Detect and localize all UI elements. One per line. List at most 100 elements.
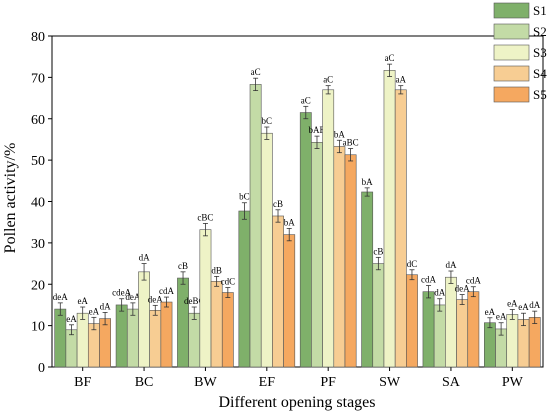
bar-S3-PF bbox=[322, 89, 335, 368]
bar-S2-BC bbox=[126, 308, 139, 368]
significance-label: cBC bbox=[197, 212, 213, 222]
legend-label: S5 bbox=[533, 87, 547, 102]
x-tick-label: SW bbox=[379, 375, 401, 390]
significance-label: bC bbox=[239, 192, 250, 202]
bar-S5-SA bbox=[467, 291, 480, 368]
significance-label: aBC bbox=[343, 138, 359, 148]
legend-label: S2 bbox=[533, 24, 547, 39]
bar-S4-SW bbox=[394, 89, 407, 368]
bar-S2-EF bbox=[249, 84, 262, 368]
bar-S2-BF bbox=[65, 329, 78, 368]
bar-S5-EF bbox=[283, 234, 296, 368]
significance-label: cB bbox=[178, 261, 188, 271]
significance-label: dA bbox=[100, 301, 112, 311]
significance-label: eA bbox=[77, 296, 88, 306]
significance-label: deBC bbox=[184, 296, 205, 306]
significance-label: aC bbox=[301, 95, 311, 105]
significance-label: cdA bbox=[159, 286, 174, 296]
bar-S3-EF bbox=[260, 132, 273, 368]
significance-label: aC bbox=[323, 75, 333, 85]
significance-label: eA bbox=[89, 306, 100, 316]
significance-label: eA bbox=[496, 312, 507, 322]
y-tick-label: 60 bbox=[31, 113, 45, 128]
significance-label: aC bbox=[251, 67, 261, 77]
x-tick-label: PF bbox=[320, 375, 336, 390]
significance-label: cdeA bbox=[112, 288, 131, 298]
significance-label: eA bbox=[66, 314, 77, 324]
bar-S3-SW bbox=[383, 70, 396, 368]
legend-swatch-S5 bbox=[493, 86, 530, 103]
legend: S1 S2 S3 S4 S5 bbox=[493, 2, 547, 103]
bar-S2-PF bbox=[311, 142, 323, 368]
significance-label: dA bbox=[139, 253, 151, 263]
x-tick-label: BF bbox=[74, 375, 91, 390]
significance-label: aC bbox=[385, 53, 395, 63]
significance-label: deA bbox=[455, 284, 470, 294]
x-tick-label: PW bbox=[502, 375, 524, 390]
bar-S3-PW bbox=[506, 314, 519, 368]
bar-S3-BW bbox=[199, 229, 212, 368]
bar-S4-PF bbox=[333, 146, 346, 368]
x-tick-label: EF bbox=[259, 375, 276, 390]
bar-S5-BW bbox=[221, 292, 234, 368]
bar-S5-BC bbox=[160, 301, 173, 368]
bar-S5-BF bbox=[99, 318, 111, 368]
significance-label: cB bbox=[373, 246, 383, 256]
legend-swatch-S3 bbox=[493, 44, 530, 61]
legend-label: S3 bbox=[533, 45, 547, 60]
significance-label: dA bbox=[445, 260, 457, 270]
significance-label: dB bbox=[211, 265, 222, 275]
legend-swatch-S4 bbox=[493, 65, 530, 82]
significance-label: bC bbox=[262, 116, 273, 126]
legend-label: S1 bbox=[533, 3, 547, 18]
x-axis: BF BC BW EF PF SW SA PW bbox=[74, 367, 524, 390]
bar-S3-BC bbox=[138, 271, 150, 368]
x-axis-title: Different opening stages bbox=[219, 394, 376, 411]
bar-S3-BF bbox=[76, 312, 89, 368]
bar-S1-BF bbox=[54, 308, 67, 368]
bar-S2-SA bbox=[433, 304, 446, 368]
bar-S1-BW bbox=[177, 277, 189, 368]
bar-S2-BW bbox=[188, 312, 201, 368]
significance-label: bA bbox=[334, 129, 346, 139]
y-tick-label: 40 bbox=[31, 196, 45, 211]
bar-S4-PW bbox=[517, 319, 530, 368]
significance-label: dA bbox=[529, 300, 541, 310]
legend-swatch-S2 bbox=[493, 23, 530, 40]
legend-label: S4 bbox=[533, 66, 547, 81]
significance-label: cdA bbox=[421, 274, 436, 284]
y-tick-label: 30 bbox=[31, 237, 45, 252]
y-tick-label: 50 bbox=[31, 154, 45, 169]
significance-label: eA bbox=[507, 298, 518, 308]
bar-S1-BC bbox=[115, 304, 128, 368]
bar-S5-SW bbox=[406, 274, 418, 368]
bar-S4-BW bbox=[210, 281, 223, 368]
significance-label: eA bbox=[518, 302, 529, 312]
bar-S4-EF bbox=[272, 215, 284, 368]
bar-S4-SA bbox=[456, 299, 469, 368]
y-tick-label: 80 bbox=[31, 30, 45, 45]
x-tick-label: BW bbox=[194, 375, 217, 390]
x-tick-label: SA bbox=[442, 375, 461, 390]
significance-label: dC bbox=[407, 259, 418, 269]
significance-label: cdA bbox=[466, 276, 481, 286]
bar-S2-SW bbox=[372, 263, 385, 368]
bar-S1-EF bbox=[238, 210, 251, 368]
legend-swatch-S1 bbox=[493, 2, 530, 19]
significance-label: dA bbox=[434, 288, 446, 298]
significance-label: deA bbox=[148, 294, 163, 304]
significance-label: deA bbox=[125, 292, 140, 302]
bar-S5-PF bbox=[344, 154, 357, 368]
bar-S1-PF bbox=[299, 112, 312, 368]
bar-S1-SA bbox=[422, 291, 435, 368]
significance-label: aA bbox=[396, 75, 407, 85]
y-tick-label: 20 bbox=[31, 278, 45, 293]
significance-label: cB bbox=[273, 199, 283, 209]
significance-label: deA bbox=[53, 292, 68, 302]
significance-label: bA bbox=[284, 217, 296, 227]
y-tick-label: 70 bbox=[31, 71, 45, 86]
significance-label: eA bbox=[485, 307, 496, 317]
y-tick-label: 10 bbox=[31, 320, 45, 335]
